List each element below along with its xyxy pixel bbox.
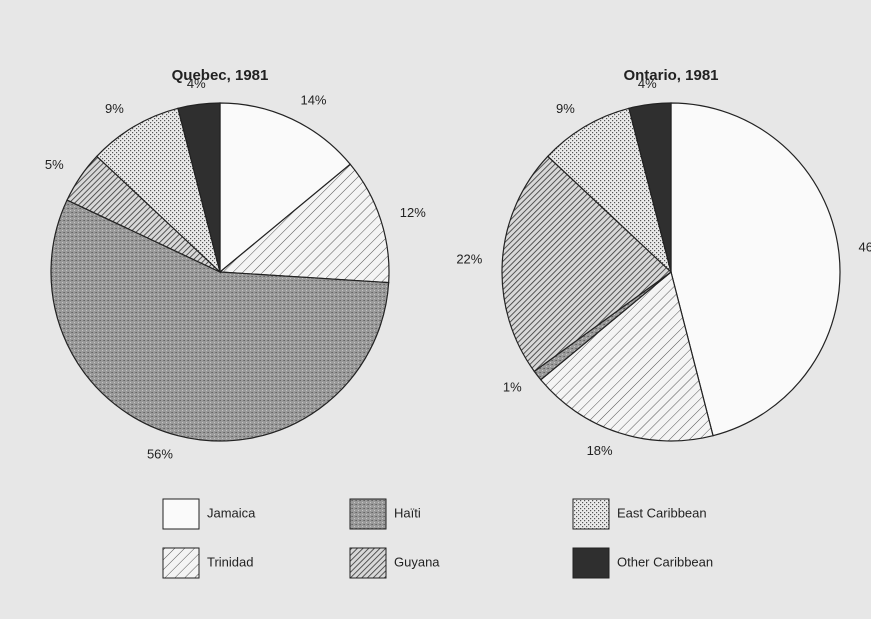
pie-slice [218, 163, 390, 284]
legend-label: East Caribbean [617, 505, 707, 520]
slice-label: 14% [300, 92, 326, 107]
slice-label: 4% [187, 76, 206, 91]
slice-label: 5% [45, 157, 64, 172]
legend-label: Jamaica [207, 505, 256, 520]
slice-label: 4% [638, 76, 657, 91]
legend-swatch [349, 547, 387, 579]
pie-slice [546, 107, 673, 274]
legend-label: Trinidad [207, 554, 253, 569]
pie-slice [628, 102, 672, 273]
pie-slice [95, 107, 222, 274]
slice-label: 22% [456, 252, 482, 267]
legend-swatch [572, 498, 610, 530]
legend-swatch [162, 498, 200, 530]
legend-swatch [162, 547, 200, 579]
slice-label: 9% [105, 101, 124, 116]
slice-label: 56% [147, 446, 173, 461]
slice-label: 9% [556, 101, 575, 116]
pie-slice [177, 102, 221, 273]
pie-slice [501, 155, 672, 373]
legend-swatch [572, 547, 610, 579]
slice-label: 12% [400, 205, 426, 220]
chart-title: Ontario, 1981 [623, 67, 718, 84]
pie-slice [670, 102, 841, 437]
slice-label: 1% [503, 379, 522, 394]
legend-label: Other Caribbean [617, 554, 713, 569]
pie-slice [50, 199, 390, 442]
legend-label: Guyana [394, 554, 440, 569]
legend-swatch [349, 498, 387, 530]
slice-label: 18% [587, 443, 613, 458]
pie-slice [219, 102, 352, 274]
pie-slice [539, 270, 714, 442]
legend-label: Haïti [394, 505, 421, 520]
chart-title: Quebec, 1981 [172, 67, 269, 84]
slice-label: 46% [859, 240, 871, 255]
